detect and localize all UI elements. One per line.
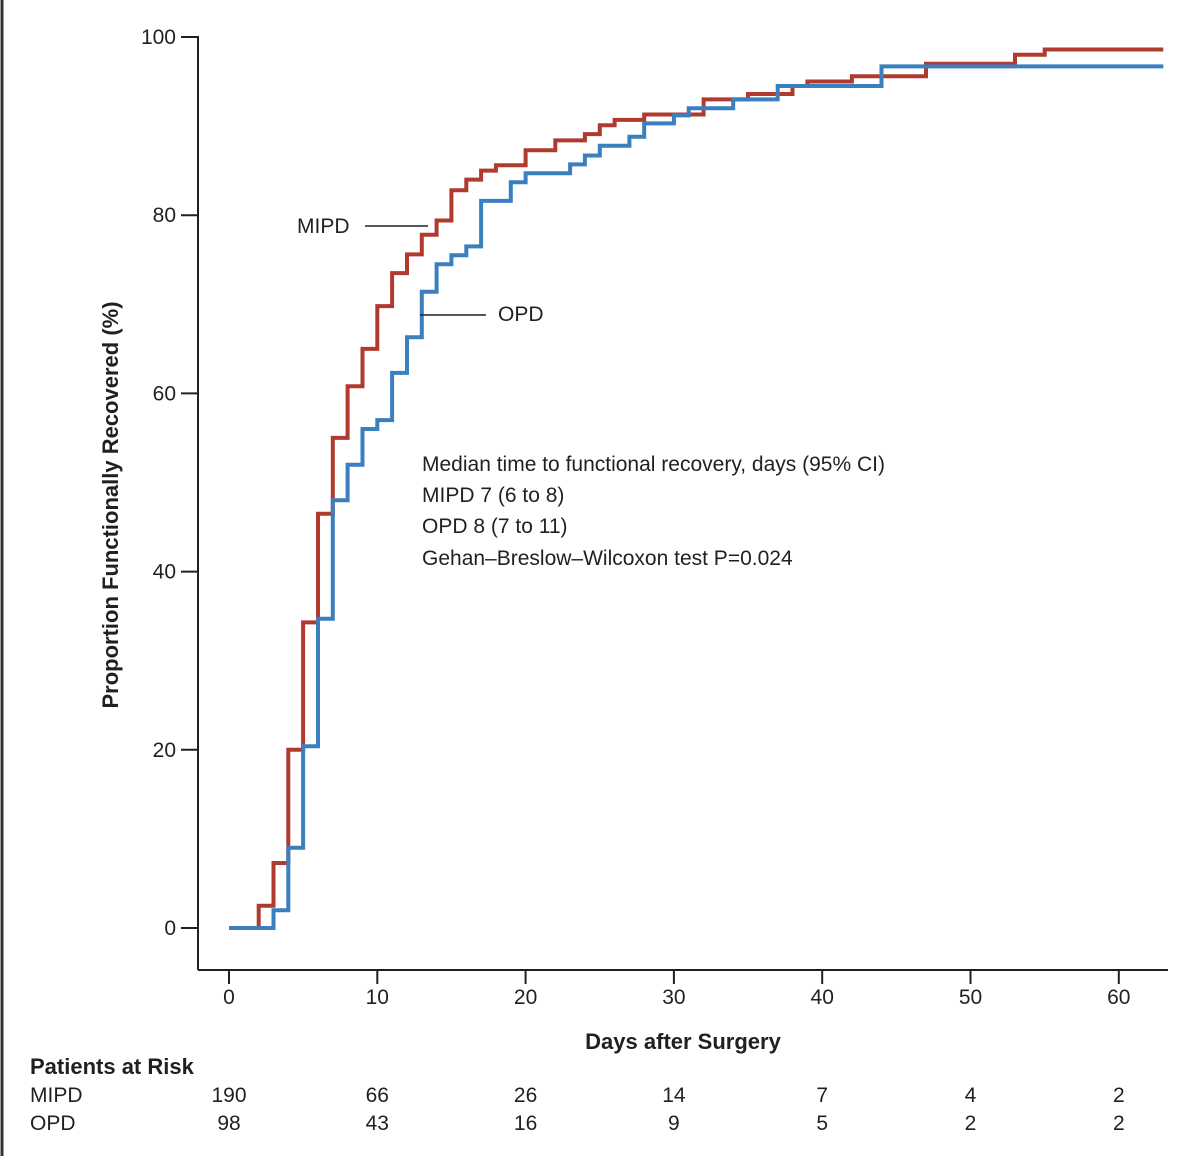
y-tick-label-40: 40 (153, 561, 176, 584)
risk-value-mipd-40: 7 (816, 1084, 828, 1107)
annotation-line-test: Gehan–Breslow–Wilcoxon test P=0.024 (422, 547, 793, 570)
x-tick-label-30: 30 (662, 986, 685, 1009)
risk-value-opd-50: 2 (965, 1112, 977, 1135)
risk-row-label-opd: OPD (30, 1112, 76, 1135)
y-tick-label-20: 20 (153, 739, 176, 762)
risk-table-title: Patients at Risk (30, 1054, 195, 1079)
y-axis-title: Proportion Functionally Recovered (%) (98, 301, 123, 708)
x-ticks: 0 10 20 30 40 50 60 (223, 970, 1130, 1009)
x-tick-label-20: 20 (514, 986, 537, 1009)
x-axis-title: Days after Surgery (585, 1029, 781, 1054)
risk-value-opd-10: 43 (366, 1112, 389, 1135)
risk-value-opd-30: 9 (668, 1112, 680, 1135)
x-tick-label-50: 50 (959, 986, 982, 1009)
x-tick-label-10: 10 (366, 986, 389, 1009)
x-tick-label-40: 40 (811, 986, 834, 1009)
x-tick-label-0: 0 (223, 986, 235, 1009)
risk-value-opd-0: 98 (217, 1112, 240, 1135)
annotation-heading: Median time to functional recovery, days… (422, 453, 885, 476)
risk-value-mipd-0: 190 (211, 1084, 246, 1107)
x-tick-label-60: 60 (1107, 986, 1130, 1009)
y-ticks: 0 20 40 60 80 100 (141, 26, 198, 940)
risk-value-mipd-30: 14 (662, 1084, 686, 1107)
y-tick-label-60: 60 (153, 382, 176, 405)
annotation-line-mipd: MIPD 7 (6 to 8) (422, 484, 564, 507)
curve-label-opd: OPD (498, 303, 544, 326)
risk-value-opd-20: 16 (514, 1112, 537, 1135)
annotation-line-opd: OPD 8 (7 to 11) (422, 515, 568, 538)
series-line-opd (229, 64, 1164, 930)
risk-value-mipd-20: 26 (514, 1084, 537, 1107)
y-tick-label-100: 100 (141, 26, 176, 49)
risk-value-mipd-10: 66 (366, 1084, 389, 1107)
y-tick-label-0: 0 (164, 917, 176, 940)
curve-label-mipd: MIPD (297, 215, 350, 238)
risk-value-mipd-60: 2 (1113, 1084, 1125, 1107)
risk-value-opd-40: 5 (816, 1112, 828, 1135)
y-tick-label-80: 80 (153, 204, 176, 227)
risk-row-label-mipd: MIPD (30, 1084, 83, 1107)
risk-values: 190 66 26 14 7 4 2 98 43 16 9 5 2 2 (211, 1084, 1124, 1135)
risk-value-mipd-50: 4 (965, 1084, 977, 1107)
series-line-mipd (229, 47, 1164, 930)
risk-value-opd-60: 2 (1113, 1112, 1125, 1135)
